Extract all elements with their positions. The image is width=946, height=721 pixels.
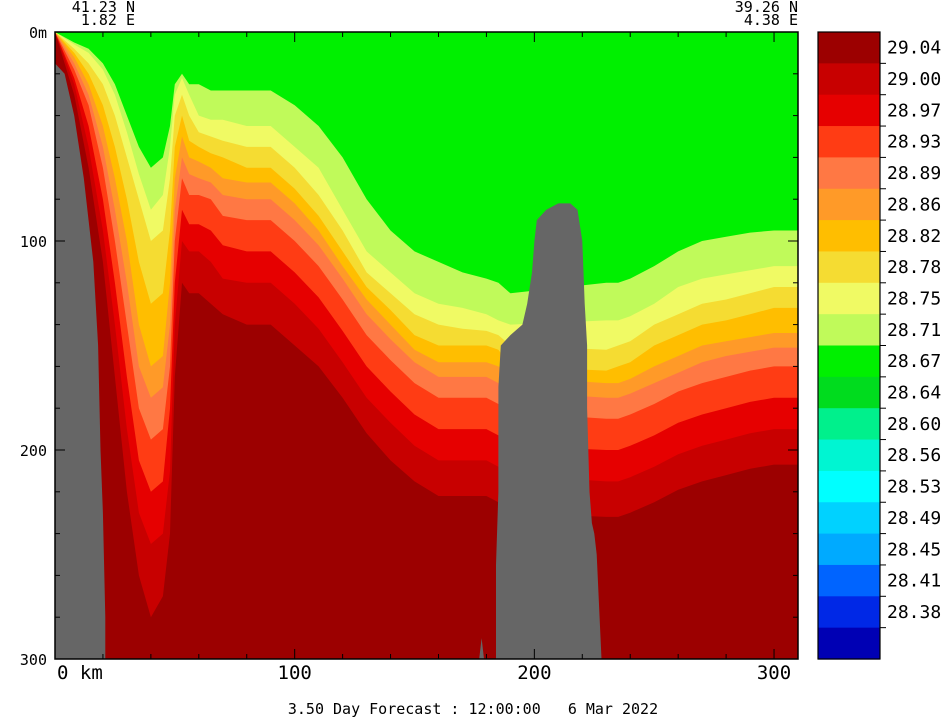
colorbar-label: 28.49 [887,508,941,529]
colorbar-swatch [818,470,880,503]
start-lon-label: 1.82 E [81,11,135,29]
forecast-footer: 3.50 Day Forecast : 12:00:00 6 Mar 2022 [287,700,659,718]
colorbar-label: 28.60 [887,414,941,435]
x-tick-label: 200 [517,662,551,684]
colorbar-label: 28.75 [887,288,941,309]
y-tick-label: 200 [20,442,47,460]
topography-left-slope [55,63,106,659]
colorbar-label: 28.67 [887,351,941,372]
plot-border [54,31,799,660]
y-tick-label: 300 [20,651,47,669]
colorbar-label: 28.71 [887,320,941,341]
plot-frame [54,31,799,660]
colorbar-swatch [818,533,880,566]
colorbar-swatch [818,627,880,660]
colorbar-label: 28.53 [887,477,941,498]
colorbar-label: 29.04 [887,38,941,59]
colorbar-label: 28.89 [887,163,941,184]
colorbar-swatch [818,502,880,535]
colorbar-label: 28.56 [887,445,941,466]
colorbar-swatch [818,564,880,597]
colorbar-label: 28.41 [887,571,941,592]
x-tick-label: 300 [757,662,791,684]
colorbar-swatch [818,376,880,409]
x-tick-label: 100 [278,662,312,684]
end-lat-label: 39.26 N [735,0,798,16]
colorbar-swatch [818,32,880,64]
colorbar-swatch [818,251,880,284]
start-lat-label: 41.23 N [72,0,135,16]
colorbar-swatch [818,157,880,190]
colorbar-swatch [818,345,880,378]
colorbar-label: 28.97 [887,100,941,121]
y-tick-label: 0m [29,24,47,42]
colorbar-label: 28.64 [887,383,941,404]
colorbar-swatch [818,282,880,315]
colorbar-label: 28.38 [887,602,941,623]
colorbar-swatch [818,596,880,629]
colorbar-swatch [818,126,880,158]
colorbar-label: 28.86 [887,194,941,215]
topography-seamount [479,203,602,659]
colorbar-swatch [818,314,880,347]
colorbar-label: 29.00 [887,69,941,90]
colorbar-label: 28.45 [887,539,941,560]
colorbar-label: 28.93 [887,132,941,153]
colorbar-swatch [818,63,880,96]
colorbar-swatch [818,439,880,472]
colorbar-swatch [818,94,880,127]
colorbar-swatch [818,408,880,441]
colorbar-swatch [818,188,880,221]
axis-labels: 0 km 100 200 300 0m 100 200 300 41.23 N1.82 E 39.… [20,0,798,684]
colorbar-swatch [818,220,880,253]
colorbar: 29.04 29.00 28.97 28.93 28.89 28.86 28.82 28.78… [817,31,941,660]
field-band-10 [55,32,798,294]
end-lon-label: 4.38 E [744,11,798,29]
x-tick-label: 0 km [57,662,103,684]
y-tick-label: 100 [20,233,47,251]
plot-area [55,32,798,659]
colorbar-label: 28.78 [887,257,941,278]
colorbar-label: 28.82 [887,226,941,247]
